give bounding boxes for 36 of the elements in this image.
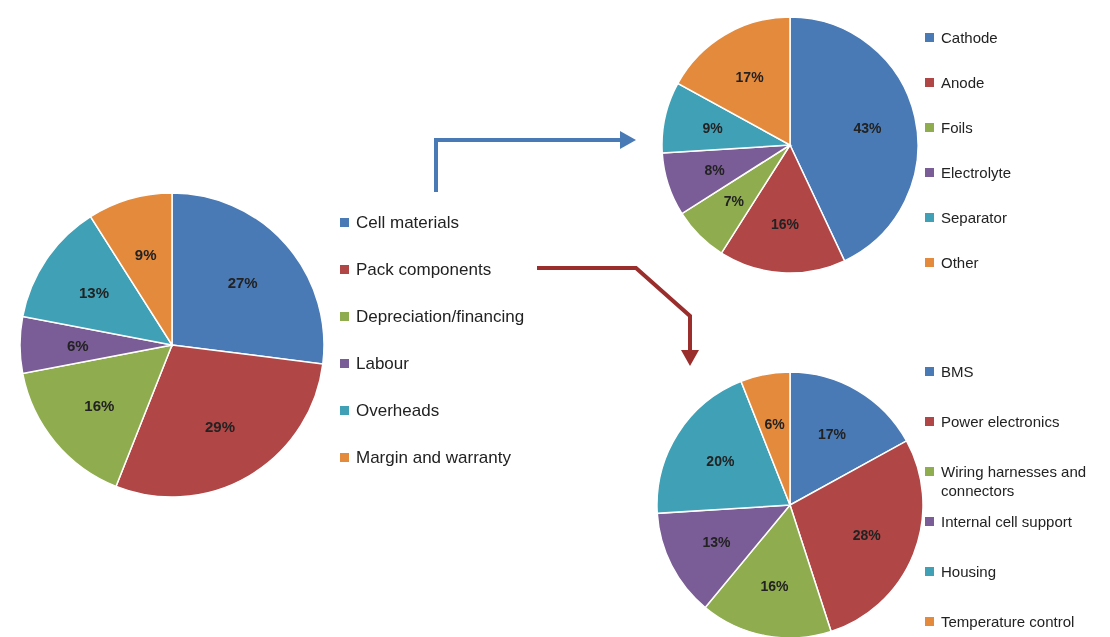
data-label: 17%	[817, 426, 847, 443]
data-label: 29%	[204, 417, 235, 435]
legend-label: Temperature control	[941, 612, 1075, 631]
data-label: 16%	[760, 578, 790, 594]
legend-label: Electrolyte	[941, 163, 1012, 182]
legend-label: Foils	[941, 118, 973, 137]
data-label: 27%	[227, 274, 258, 292]
data-label: 6%	[66, 336, 89, 354]
legend-label: Housing	[941, 562, 997, 581]
data-label: 16%	[84, 396, 115, 414]
legend-label: Margin and warranty	[356, 448, 511, 467]
legend-label: Power electronics	[941, 412, 1060, 431]
legend-label: Cell materials	[356, 213, 459, 232]
data-label: 20%	[706, 452, 735, 469]
data-label: 9%	[702, 119, 724, 136]
data-label: 43%	[853, 119, 883, 136]
data-label: 16%	[771, 216, 800, 233]
data-label: 8%	[704, 161, 726, 178]
data-label: 13%	[702, 534, 732, 551]
legend-label: Pack components	[356, 260, 492, 279]
legend-label: Other	[941, 253, 979, 272]
legend-label: Depreciation/financing	[356, 307, 525, 326]
legend-label: Labour	[356, 354, 409, 373]
data-label: 9%	[134, 246, 157, 263]
legend-label: Anode	[941, 73, 985, 92]
legend-label: Internal cell support	[941, 512, 1072, 531]
data-label: 28%	[852, 527, 882, 544]
legend-label: Overheads	[356, 401, 440, 420]
legend-label: BMS	[941, 362, 974, 381]
legend-label: Wiring harnesses and connectors	[941, 462, 1088, 500]
data-label: 6%	[764, 416, 786, 432]
legend-label: Separator	[941, 208, 1007, 227]
data-label: 17%	[735, 68, 765, 85]
legend-label: Cathode	[941, 28, 998, 47]
data-label: 7%	[723, 193, 745, 210]
data-label: 13%	[79, 283, 110, 301]
